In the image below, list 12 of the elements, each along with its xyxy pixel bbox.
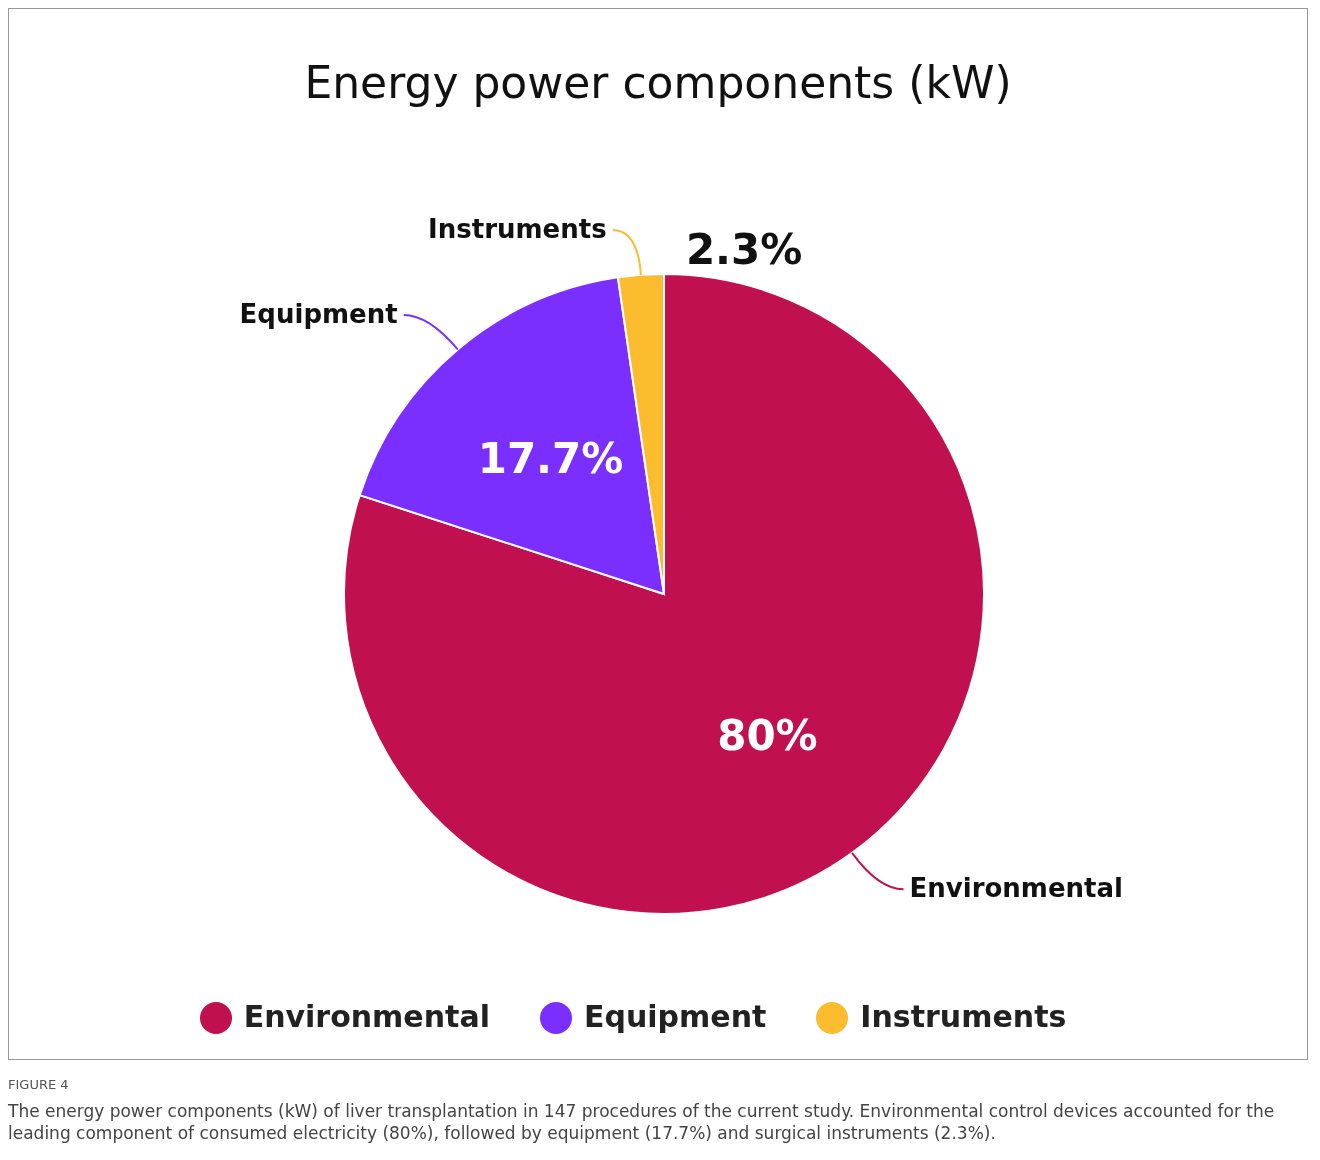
data-label: 17.7% [477, 434, 624, 484]
caption: FIGURE 4 [8, 1076, 70, 1094]
slice-label: Equipment [239, 298, 398, 329]
slice-label: Instruments [428, 213, 607, 244]
data-label: 80% [717, 711, 818, 761]
legend-label: Instruments [860, 998, 1067, 1034]
slice-label: Environmental [909, 873, 1123, 904]
legend-label: Equipment [583, 998, 767, 1034]
text: The energy power components (kW) of liver transplantation in 147 procedures of the current study. Environmental control devices accounted for the leading component of consumed electricity (80%), followed by equipment (17.7%) and surgical instruments (2.3%). [8, 1099, 1276, 1146]
legend-label: Environmental [243, 998, 490, 1034]
chart-title: Energy power components (kW) [303, 57, 1013, 108]
data-label: 2.3% [685, 224, 803, 274]
